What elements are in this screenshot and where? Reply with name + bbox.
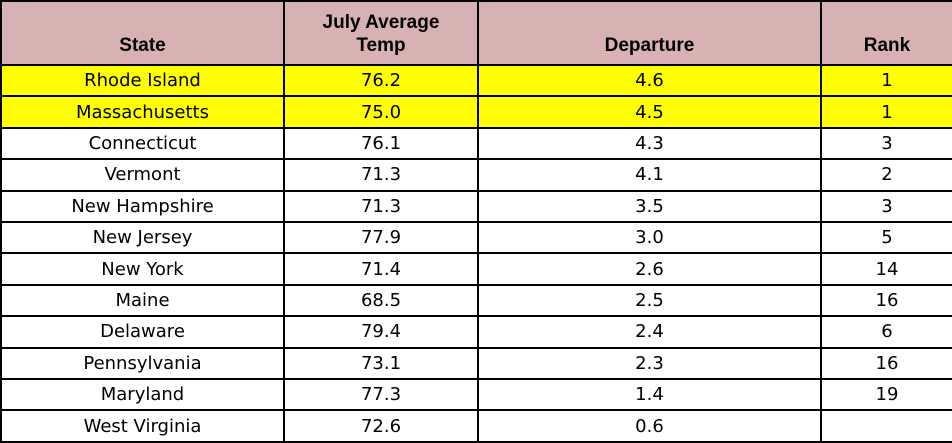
cell-rank: 3 (820, 189, 952, 224)
cell-temp: 79.4 (283, 315, 479, 349)
cell-departure: 4.6 (477, 63, 822, 98)
cell-departure: 4.1 (477, 158, 822, 192)
cell-temp: 76.1 (283, 126, 479, 161)
cell-rank: 16 (820, 346, 952, 381)
cell-rank: 1 (820, 63, 952, 98)
cell-temp: 68.5 (283, 283, 479, 318)
cell-state: Delaware (0, 315, 285, 349)
table-row: West Virginia 72.6 0.6 (0, 409, 952, 443)
col-header-departure-label: Departure (604, 34, 695, 56)
header-row: State July Average Temp Departure Rank (0, 0, 952, 66)
cell-rank: 3 (820, 126, 952, 161)
table-row: New York 71.4 2.6 14 (0, 252, 952, 286)
table-row: Vermont 71.3 4.1 2 (0, 158, 952, 192)
cell-rank: 19 (820, 378, 952, 412)
cell-departure: 2.3 (477, 346, 822, 381)
table-header: State July Average Temp Departure Rank (0, 0, 952, 66)
table-row: Maryland 77.3 1.4 19 (0, 378, 952, 412)
table-body: Rhode Island 76.2 4.6 1 Massachusetts 75… (0, 63, 952, 443)
cell-temp: 71.3 (283, 158, 479, 192)
table-row: Delaware 79.4 2.4 6 (0, 315, 952, 349)
cell-state: Connecticut (0, 126, 285, 161)
cell-temp: 71.3 (283, 189, 479, 224)
col-header-departure: Departure (477, 0, 822, 66)
cell-state: Pennsylvania (0, 346, 285, 381)
table-row: New Hampshire 71.3 3.5 3 (0, 189, 952, 224)
cell-temp: 77.9 (283, 221, 479, 255)
cell-rank: 16 (820, 283, 952, 318)
cell-departure: 4.5 (477, 95, 822, 129)
cell-rank (820, 409, 952, 443)
col-header-july-average-temp: July Average Temp (283, 0, 479, 66)
cell-state: Maryland (0, 378, 285, 412)
cell-state: Massachusetts (0, 95, 285, 129)
cell-state: Maine (0, 283, 285, 318)
col-header-state-label: State (119, 34, 166, 56)
cell-departure: 4.3 (477, 126, 822, 161)
cell-temp: 71.4 (283, 252, 479, 286)
cell-state: New Hampshire (0, 189, 285, 224)
table-row: Massachusetts 75.0 4.5 1 (0, 95, 952, 129)
col-header-rank: Rank (820, 0, 952, 66)
cell-state: Rhode Island (0, 63, 285, 98)
cell-state: New Jersey (0, 221, 285, 255)
cell-temp: 72.6 (283, 409, 479, 443)
table-row: Connecticut 76.1 4.3 3 (0, 126, 952, 161)
cell-rank: 14 (820, 252, 952, 286)
cell-departure: 2.6 (477, 252, 822, 286)
cell-departure: 0.6 (477, 409, 822, 443)
cell-rank: 5 (820, 221, 952, 255)
cell-temp: 75.0 (283, 95, 479, 129)
table-row: New Jersey 77.9 3.0 5 (0, 221, 952, 255)
cell-departure: 3.5 (477, 189, 822, 224)
cell-state: New York (0, 252, 285, 286)
col-header-july-average-temp-label: July Average Temp (322, 12, 440, 56)
cell-rank: 2 (820, 158, 952, 192)
col-header-state: State (0, 0, 285, 66)
cell-state: West Virginia (0, 409, 285, 443)
cell-rank: 6 (820, 315, 952, 349)
table-row: Maine 68.5 2.5 16 (0, 283, 952, 318)
cell-temp: 77.3 (283, 378, 479, 412)
cell-temp: 76.2 (283, 63, 479, 98)
col-header-rank-label: Rank (863, 34, 911, 56)
cell-rank: 1 (820, 95, 952, 129)
cell-departure: 2.4 (477, 315, 822, 349)
cell-departure: 2.5 (477, 283, 822, 318)
table-row: Rhode Island 76.2 4.6 1 (0, 63, 952, 98)
cell-state: Vermont (0, 158, 285, 192)
cell-temp: 73.1 (283, 346, 479, 381)
cell-departure: 1.4 (477, 378, 822, 412)
cell-departure: 3.0 (477, 221, 822, 255)
table-row: Pennsylvania 73.1 2.3 16 (0, 346, 952, 381)
